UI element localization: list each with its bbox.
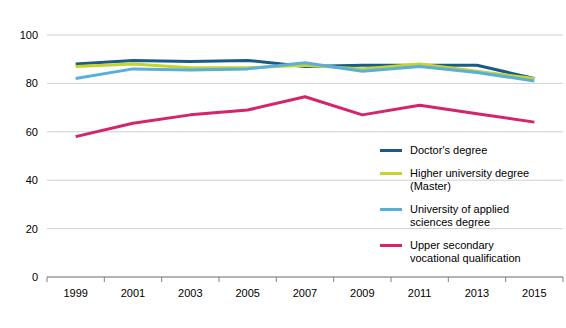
x-tick <box>161 277 162 282</box>
x-tick-label: 2003 <box>178 287 202 299</box>
x-tick-label: 2015 <box>522 287 546 299</box>
x-tick-label: 2009 <box>350 287 374 299</box>
plot-lines <box>76 60 535 136</box>
legend: Doctor's degree Higher university degree … <box>380 144 545 275</box>
x-tick <box>276 277 277 282</box>
y-tick-label: 0 <box>32 271 38 283</box>
grid-line <box>47 277 563 278</box>
x-axis <box>47 277 563 278</box>
y-axis <box>47 35 48 277</box>
legend-item: Upper secondary vocational qualification <box>380 239 545 265</box>
legend-item: University of applied sciences degree <box>380 203 545 229</box>
legend-swatch <box>380 172 402 175</box>
x-tick-label: 2011 <box>408 287 432 299</box>
legend-label: University of applied sciences degree <box>410 203 545 229</box>
y-tick-label: 100 <box>20 29 38 41</box>
x-tick <box>219 277 220 282</box>
grid-line <box>47 35 563 36</box>
x-tick <box>448 277 449 282</box>
x-tick-label: 2005 <box>235 287 259 299</box>
legend-item: Higher university degree (Master) <box>380 167 545 193</box>
legend-label: Higher university degree (Master) <box>410 167 545 193</box>
legend-swatch <box>380 244 402 247</box>
x-tick-label: 2001 <box>121 287 145 299</box>
x-tick-label: 2007 <box>293 287 317 299</box>
y-tick-label: 40 <box>26 174 38 186</box>
y-tick-label: 60 <box>26 126 38 138</box>
y-tick-label: 20 <box>26 223 38 235</box>
x-tick <box>47 277 48 282</box>
series-line <box>76 63 535 81</box>
legend-label: Doctor's degree <box>410 144 487 157</box>
grid-line <box>47 228 563 229</box>
x-tick <box>104 277 105 282</box>
x-tick <box>563 277 564 282</box>
chart: 0 20 40 60 80 100 1999 2001 2003 2005 2007 2009 2011… <box>0 0 566 328</box>
y-tick-label: 80 <box>26 77 38 89</box>
grid-line <box>47 131 563 132</box>
x-tick-label: 2013 <box>465 287 489 299</box>
legend-swatch <box>380 149 402 152</box>
legend-swatch <box>380 208 402 211</box>
series-line <box>76 97 535 137</box>
x-tick-label: 1999 <box>63 287 87 299</box>
grid-line <box>47 180 563 181</box>
legend-item: Doctor's degree <box>380 144 545 157</box>
x-tick <box>505 277 506 282</box>
legend-label: Upper secondary vocational qualification <box>410 239 545 265</box>
grid-line <box>47 83 563 84</box>
x-tick <box>391 277 392 282</box>
x-tick <box>333 277 334 282</box>
